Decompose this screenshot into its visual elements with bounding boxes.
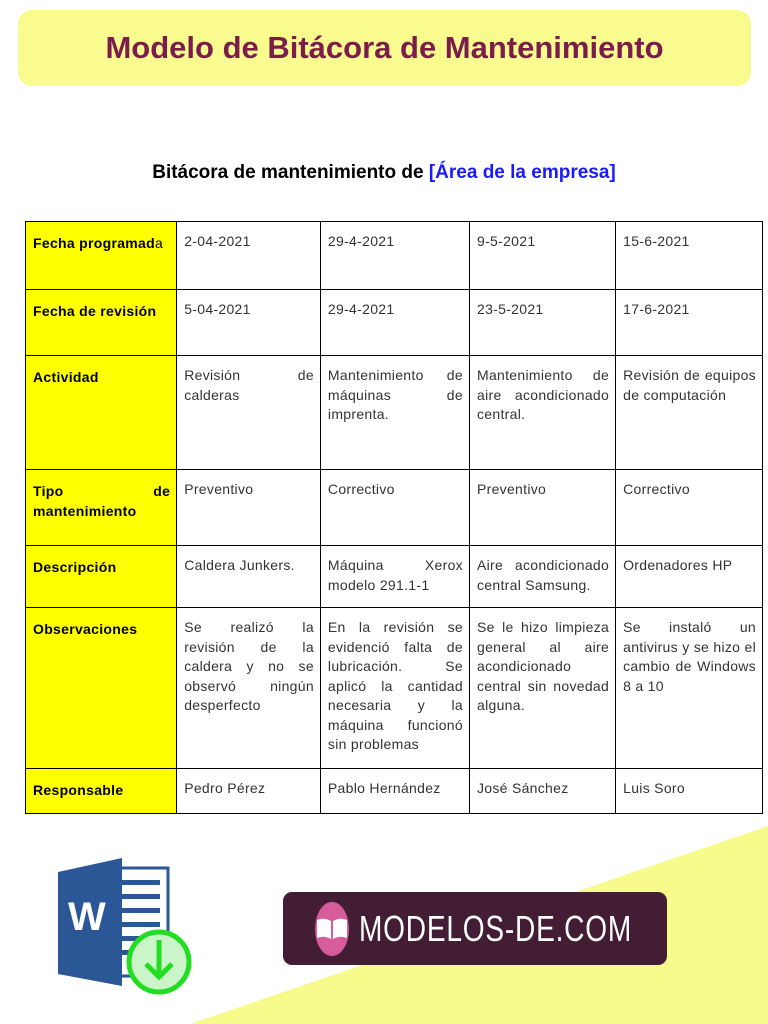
row-label-text-suffix: a [154,235,164,251]
row-label-text: Observaciones [33,621,138,637]
table-cell: Mantenimiento de aire acondicionado cent… [468,355,617,470]
row-label-text: Fecha programad [33,235,155,251]
modelos-de-logo[interactable]: MODELOS-DE.COM [283,892,667,965]
row-label-text: Tipo de mantenimiento [33,483,171,519]
table-cell: Mantenimiento de máquinas de imprenta. [319,355,470,470]
row-label: Descripción [24,545,178,608]
row-label-text: Responsable [33,782,124,798]
word-download-icon[interactable]: W [58,858,193,1003]
table-cell: Preventivo [176,469,321,546]
maintenance-log-table: Fecha programada 2-04-2021 29-4-2021 9-5-20… [24,221,763,814]
table-cell: Se le hizo limpieza general al aire acon… [468,607,617,769]
row-label: Fecha de revisión [24,289,178,356]
table-cell: 23-5-2021 [468,289,617,356]
logo-text: MODELOS-DE.COM [359,907,633,949]
table-cell: Preventivo [468,469,617,546]
subtitle-prefix: Bitácora de mantenimiento de [152,162,429,183]
table-cell: Se instaló un antivirus y se hizo el cam… [615,607,763,769]
table-cell: Luis Soro [615,768,763,814]
table-cell: 29-4-2021 [319,221,470,290]
table-row: Tipo de mantenimiento Preventivo Correctiv… [24,469,763,546]
row-label: Tipo de mantenimiento [24,469,178,546]
area-placeholder: [Área de la empresa] [428,162,616,183]
page-title: Modelo de Bitácora de Mantenimiento [105,30,664,65]
table-row: Descripción Caldera Junkers. Máquina Xerox… [24,545,763,608]
table-cell: 15-6-2021 [615,221,763,290]
title-banner: Modelo de Bitácora de Mantenimiento [18,10,751,86]
row-label: Actividad [24,355,178,470]
open-book-icon [315,901,349,956]
svg-text:W: W [68,895,106,939]
table-cell: En la revisión se evidenció falta de lub… [319,607,470,769]
table-cell: 29-4-2021 [319,289,470,356]
table-cell: 5-04-2021 [176,289,321,356]
row-label: Observaciones [24,607,178,769]
table-row: Observaciones Se realizó la revisión de l… [24,607,763,769]
table-cell: Máquina Xerox modelo 291.1-1 [319,545,470,608]
table-row: Fecha programada 2-04-2021 29-4-2021 9-5-20… [24,221,763,290]
table-cell: 2-04-2021 [176,221,321,290]
table-cell: Ordenadores HP [615,545,763,608]
table-cell: Correctivo [319,469,470,546]
table-cell: 9-5-2021 [468,221,617,290]
row-label-text: Actividad [33,369,99,385]
table-cell: Revisión de equipos de computación [615,355,763,470]
row-label: Responsable [24,768,178,814]
table-cell: José Sánchez [468,768,617,814]
table-cell: Pablo Hernández [319,768,470,814]
table-row: Fecha de revisión 5-04-2021 29-4-2021 23-5-… [24,289,763,356]
table-cell: Revisión de calderas [176,355,321,470]
table-row: Responsable Pedro Pérez Pablo Hernández Jos… [24,768,763,814]
row-label: Fecha programada [24,221,178,290]
table-subtitle: Bitácora de mantenimiento de [Área de la… [0,162,768,184]
table-cell: Caldera Junkers. [176,545,321,608]
row-label-text: Fecha de revisión [33,303,157,319]
table-cell: Correctivo [615,469,763,546]
row-label-text: Descripción [33,559,117,575]
table-row: Actividad Revisión de calderas Mantenimien… [24,355,763,470]
table-cell: Aire acondicionado central Samsung. [468,545,617,608]
table-cell: Se realizó la revisión de la caldera y n… [176,607,321,769]
table-cell: 17-6-2021 [615,289,763,356]
table-cell: Pedro Pérez [176,768,321,814]
